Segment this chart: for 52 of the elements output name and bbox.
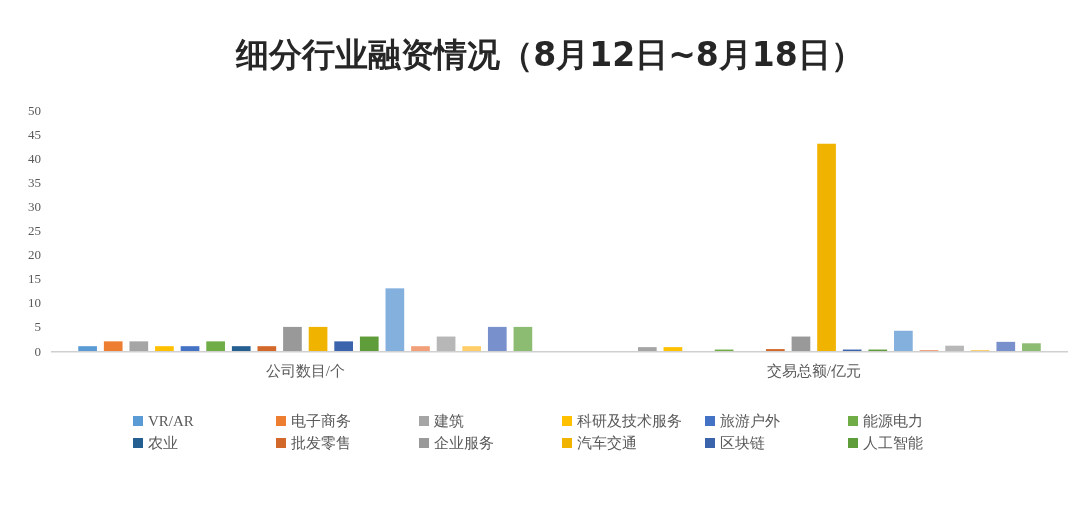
y-tick-label: 45 [28,126,41,142]
bar [513,326,533,351]
y-tick-label: 20 [28,247,41,263]
x-tick-label: 公司数目/个 [265,363,345,379]
bar [436,336,456,351]
y-tick-label: 25 [28,223,41,239]
bar [359,336,379,351]
bar [283,326,302,351]
bar [155,346,174,351]
bar [637,347,657,351]
y-tick-label: 30 [28,198,41,214]
legend-label: 批发零售 [291,435,351,452]
legend-label: 区块链 [720,435,765,452]
bar [129,341,149,351]
legend-label: VR/AR [148,413,194,430]
legend-label: 汽车交通 [577,435,637,452]
legend-label: 旅游户外 [720,413,780,430]
bar [945,345,964,351]
y-tick-label: 5 [34,319,41,335]
bar [385,288,405,351]
y-tick-label: 10 [28,295,41,311]
bar [334,341,354,351]
bar [78,346,97,351]
bar [308,326,328,351]
y-tick-label: 15 [28,271,41,287]
bar [103,341,123,351]
legend-label: 科研及技术服务 [577,413,682,430]
bar [257,346,277,351]
legend-label: 电子商务 [291,413,351,430]
bar [791,336,811,351]
bar [894,330,913,351]
y-tick-label: 0 [34,343,41,359]
bar [462,346,482,351]
x-tick-label: 交易总额/亿元 [766,363,861,379]
bar [996,341,1016,351]
y-tick-label: 40 [28,150,41,166]
bar [817,143,836,351]
bar [231,346,251,351]
legend-label: 企业服务 [434,435,494,452]
chart-title: 细分行业融资情况（8月12日~8月18日） [235,35,864,74]
bar [487,326,507,351]
bar [206,341,225,351]
y-tick-label: 50 [28,102,41,118]
bar [663,347,683,351]
legend-label: 建筑 [433,413,464,430]
legend-label: 人工智能 [863,435,923,452]
legend-label: 农业 [148,435,178,452]
bar [411,346,430,351]
y-tick-label: 35 [28,174,41,190]
bar [180,346,200,351]
bar [1022,343,1041,351]
legend-label: 能源电力 [863,413,923,430]
